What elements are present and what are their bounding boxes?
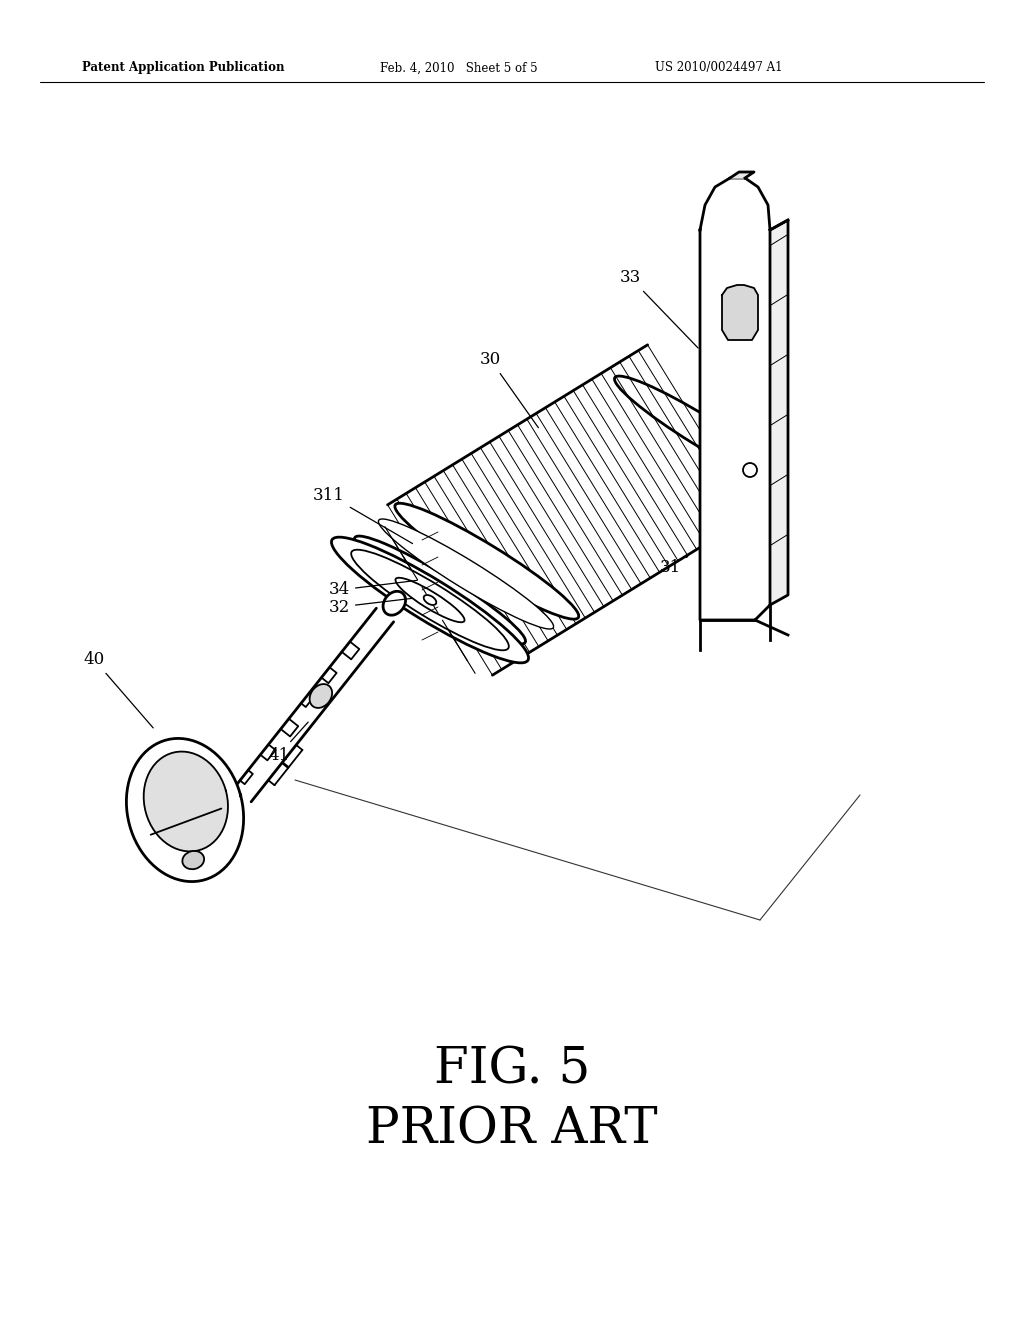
Text: 32: 32: [329, 598, 413, 615]
Ellipse shape: [309, 684, 332, 708]
Text: 40: 40: [84, 652, 154, 727]
Polygon shape: [722, 285, 758, 341]
Ellipse shape: [424, 595, 436, 605]
Ellipse shape: [332, 537, 528, 663]
Circle shape: [743, 463, 757, 477]
Ellipse shape: [614, 376, 785, 484]
Ellipse shape: [395, 503, 579, 619]
Ellipse shape: [354, 536, 525, 644]
Text: PRIOR ART: PRIOR ART: [367, 1105, 657, 1155]
Polygon shape: [233, 609, 393, 801]
Ellipse shape: [383, 591, 406, 615]
Polygon shape: [770, 220, 788, 605]
Text: 41: 41: [268, 722, 308, 763]
Text: Feb. 4, 2010   Sheet 5 of 5: Feb. 4, 2010 Sheet 5 of 5: [380, 62, 538, 74]
Polygon shape: [143, 751, 228, 851]
Text: 33: 33: [620, 269, 698, 348]
Text: US 2010/0024497 A1: US 2010/0024497 A1: [655, 62, 782, 74]
Text: 30: 30: [480, 351, 539, 428]
Polygon shape: [700, 178, 770, 620]
Ellipse shape: [182, 851, 204, 870]
Polygon shape: [730, 172, 754, 178]
Text: 31: 31: [660, 557, 688, 577]
Ellipse shape: [379, 519, 554, 630]
Polygon shape: [126, 738, 244, 882]
Polygon shape: [388, 345, 753, 675]
Text: 311: 311: [313, 487, 413, 544]
Ellipse shape: [395, 578, 465, 622]
Text: 34: 34: [329, 581, 417, 598]
Ellipse shape: [351, 549, 509, 651]
Text: FIG. 5: FIG. 5: [434, 1045, 590, 1094]
Text: Patent Application Publication: Patent Application Publication: [82, 62, 285, 74]
